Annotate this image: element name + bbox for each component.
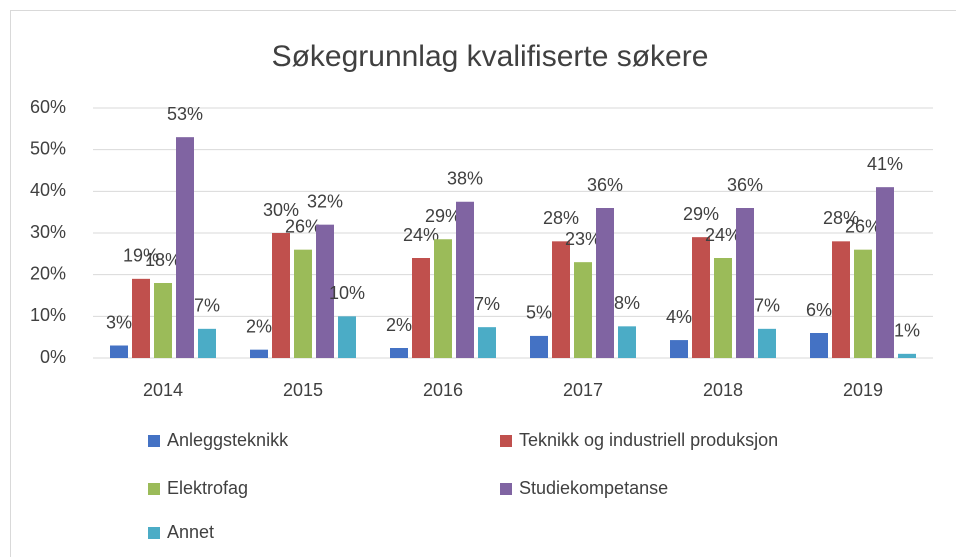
data-label: 19%	[123, 246, 159, 266]
data-label: 28%	[823, 208, 859, 228]
bar	[456, 201, 474, 358]
legend-label: Teknikk og industriell produksjon	[519, 430, 778, 450]
data-label: 30%	[263, 200, 299, 220]
data-label: 4%	[666, 307, 692, 327]
bar	[832, 241, 850, 358]
bar	[250, 349, 268, 358]
bar	[898, 353, 916, 358]
legend-swatch	[148, 527, 160, 539]
bar	[110, 345, 128, 358]
bar	[316, 224, 334, 358]
legend-label: Anleggsteknikk	[167, 430, 289, 450]
bar	[412, 258, 430, 358]
data-label: 32%	[307, 191, 343, 211]
bar	[198, 328, 216, 358]
chart-frame	[10, 10, 956, 557]
y-tick-label: 20%	[30, 263, 66, 283]
data-label: 1%	[894, 321, 920, 341]
y-tick-label: 0%	[40, 347, 66, 367]
bar	[758, 328, 776, 358]
bar	[132, 278, 150, 358]
legend-swatch	[148, 483, 160, 495]
data-label: 23%	[565, 229, 601, 249]
y-tick-label: 50%	[30, 138, 66, 158]
x-tick-label: 2019	[843, 380, 883, 400]
bar	[176, 137, 194, 358]
bar	[530, 335, 548, 358]
x-tick-label: 2016	[423, 380, 463, 400]
y-tick-label: 10%	[30, 305, 66, 325]
bar	[876, 187, 894, 358]
y-tick-label: 60%	[30, 97, 66, 117]
data-label: 28%	[543, 208, 579, 228]
data-label: 8%	[614, 293, 640, 313]
bar	[618, 326, 636, 358]
x-tick-label: 2015	[283, 380, 323, 400]
bar	[272, 233, 290, 358]
bar	[692, 237, 710, 358]
data-label: 53%	[167, 104, 203, 124]
data-label: 24%	[403, 225, 439, 245]
data-label: 2%	[386, 315, 412, 335]
data-label: 26%	[285, 216, 321, 236]
bar	[338, 316, 356, 358]
data-label: 10%	[329, 283, 365, 303]
data-label: 36%	[587, 175, 623, 195]
x-tick-label: 2017	[563, 380, 603, 400]
bar	[574, 262, 592, 358]
x-tick-label: 2018	[703, 380, 743, 400]
legend-label: Elektrofag	[167, 478, 248, 498]
data-label: 2%	[246, 316, 272, 336]
bar	[714, 258, 732, 358]
data-label: 3%	[106, 312, 132, 332]
y-tick-label: 30%	[30, 222, 66, 242]
bar	[294, 249, 312, 358]
data-label: 7%	[754, 296, 780, 316]
y-tick-label: 40%	[30, 180, 66, 200]
bar	[434, 239, 452, 358]
data-label: 38%	[447, 169, 483, 189]
legend-swatch	[500, 435, 512, 447]
data-label: 29%	[425, 206, 461, 226]
data-label: 7%	[474, 294, 500, 314]
data-label: 7%	[194, 296, 220, 316]
legend-label: Annet	[167, 522, 214, 542]
data-label: 6%	[806, 300, 832, 320]
legend-swatch	[500, 483, 512, 495]
legend-swatch	[148, 435, 160, 447]
data-label: 18%	[145, 250, 181, 270]
bar	[810, 333, 828, 358]
data-label: 26%	[845, 216, 881, 236]
bar	[552, 241, 570, 358]
bar	[596, 208, 614, 358]
bar	[670, 340, 688, 358]
chart-title: Søkegrunnlag kvalifiserte søkere	[272, 40, 709, 73]
data-label: 41%	[867, 154, 903, 174]
data-label: 36%	[727, 175, 763, 195]
bar	[154, 283, 172, 358]
data-label: 24%	[705, 225, 741, 245]
data-label: 5%	[526, 303, 552, 323]
data-label: 29%	[683, 204, 719, 224]
bar	[854, 249, 872, 358]
legend-label: Studiekompetanse	[519, 478, 668, 498]
x-tick-label: 2014	[143, 380, 183, 400]
bar	[390, 348, 408, 358]
bar	[736, 208, 754, 358]
bar	[478, 327, 496, 358]
